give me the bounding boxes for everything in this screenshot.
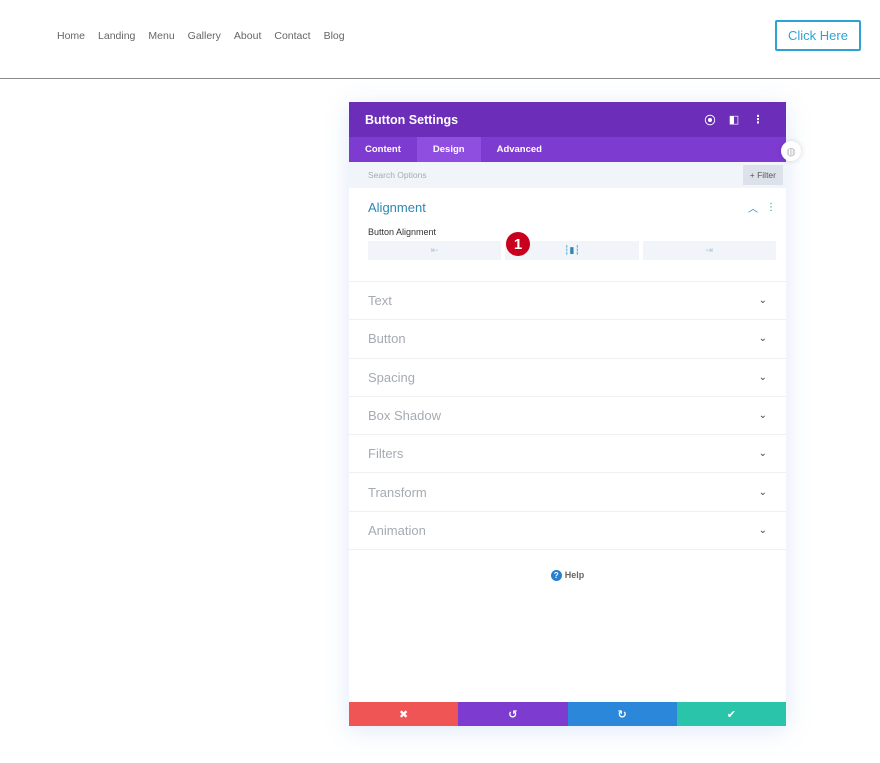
help-link[interactable]: ? Help [349,570,786,582]
button-alignment-label: Button Alignment [368,227,437,237]
save-button[interactable]: ✔ [676,702,786,726]
align-center-button[interactable]: ┆▮┆ [505,241,639,260]
section-label: Spacing [368,369,415,385]
align-right-button[interactable]: ⇥ [642,241,776,260]
nav-landing[interactable]: Landing [98,30,136,42]
section-label: Animation [368,522,426,538]
alignment-title[interactable]: Alignment [368,200,426,215]
close-icon: ✖ [399,708,409,721]
nav-menu[interactable]: Menu [148,30,175,42]
section-label: Transform [368,484,427,500]
panel-tabs: Content Design Advanced [349,137,786,162]
chevron-down-icon: ⌄ [758,524,767,536]
search-bar: Search Options + Filter [349,162,786,188]
section-label: Button [368,331,406,347]
tab-advanced[interactable]: Advanced [496,144,542,155]
undo-icon: ↺ [508,708,518,721]
nav-blog[interactable]: Blog [323,30,345,42]
main-nav: Home Landing Menu Gallery About Contact … [57,30,345,42]
check-icon: ✔ [726,708,736,721]
redo-icon: ↻ [617,708,627,721]
tab-content[interactable]: Content [365,144,401,155]
section-button[interactable]: Button ⌄ [349,320,786,359]
panel-footer: ✖ ↺ ↻ ✔ [349,702,786,726]
undo-button[interactable]: ↺ [458,702,568,726]
chevron-down-icon: ⌄ [758,333,767,345]
focus-icon[interactable]: ⦿ [704,114,716,127]
align-right-icon: ⇥ [705,245,714,255]
align-left-button[interactable]: ⇤ [368,241,502,260]
chevron-down-icon: ⌄ [758,410,767,422]
more-icon[interactable]: ⋮ [752,114,764,126]
globe-icon[interactable]: ◍ [781,141,801,161]
search-input[interactable]: Search Options [368,170,427,180]
section-box-shadow[interactable]: Box Shadow ⌄ [349,397,786,436]
split-view-icon[interactable]: ◧ [728,114,740,126]
redo-button[interactable]: ↻ [567,702,677,726]
section-text[interactable]: Text ⌄ [349,282,786,321]
nav-gallery[interactable]: Gallery [187,30,221,42]
align-left-icon: ⇤ [430,245,439,255]
nav-home[interactable]: Home [57,30,86,42]
chevron-down-icon: ⌄ [758,486,767,498]
section-label: Box Shadow [368,408,441,424]
section-transform[interactable]: Transform ⌄ [349,473,786,512]
help-icon: ? [550,570,562,582]
panel-title: Button Settings [365,112,459,127]
chevron-down-icon: ⌄ [758,371,767,383]
section-label: Filters [368,446,404,462]
chevron-up-icon[interactable]: ︿ [748,204,758,215]
section-spacing[interactable]: Spacing ⌄ [349,359,786,397]
cancel-button[interactable]: ✖ [349,702,459,726]
section-label: Text [368,293,392,309]
alignment-section: Alignment ︿ ⋮ Button Alignment ⇤ ┆▮┆ ⇥ 1 [349,188,786,282]
tab-design[interactable]: Design [416,137,481,162]
chevron-down-icon: ⌄ [758,448,767,460]
click-here-button[interactable]: Click Here [775,20,861,51]
nav-about[interactable]: About [233,30,262,42]
step-badge: 1 [506,232,530,256]
align-center-icon: ┆▮┆ [564,245,580,255]
top-header: Home Landing Menu Gallery About Contact … [0,0,880,79]
chevron-down-icon: ⌄ [758,295,767,307]
filter-button[interactable]: + Filter [742,165,783,185]
nav-contact[interactable]: Contact [274,30,311,42]
section-filters[interactable]: Filters ⌄ [349,435,786,474]
more-icon[interactable]: ⋮ [766,202,776,213]
section-animation[interactable]: Animation ⌄ [349,512,786,551]
help-label: Help [564,570,585,581]
panel-header: Button Settings ⦿ ◧ ⋮ [349,102,786,137]
button-settings-panel: Button Settings ⦿ ◧ ⋮ Content Design Adv… [349,102,786,726]
